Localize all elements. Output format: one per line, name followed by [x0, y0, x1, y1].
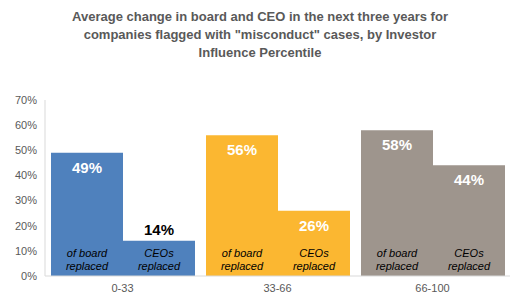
svg-text:of board: of board [377, 247, 418, 259]
svg-text:49%: 49% [72, 159, 102, 176]
html-text:Average change in board and CE: Average change in board and CEO in the n… [72, 9, 448, 60]
svg-text:of board: of board [67, 247, 108, 259]
svg-text:CEOs: CEOs [454, 247, 484, 259]
svg-text:10%: 10% [15, 245, 37, 257]
svg-text:replaced: replaced [66, 260, 109, 272]
svg-text:40%: 40% [15, 169, 37, 181]
svg-text:0%: 0% [21, 270, 37, 282]
svg-text:50%: 50% [15, 144, 37, 156]
svg-text:66-100: 66-100 [415, 282, 449, 294]
svg-text:26%: 26% [299, 217, 329, 234]
svg-text:30%: 30% [15, 194, 37, 206]
svg-text:CEOs: CEOs [299, 247, 329, 259]
svg-text:replaced: replaced [138, 260, 181, 272]
svg-text:CEOs: CEOs [144, 247, 174, 259]
svg-text:58%: 58% [382, 136, 412, 153]
svg-text:replaced: replaced [448, 260, 491, 272]
svg-text:20%: 20% [15, 220, 37, 232]
svg-text:replaced: replaced [376, 260, 419, 272]
svg-text:33-66: 33-66 [263, 282, 291, 294]
svg-text:of board: of board [222, 247, 263, 259]
svg-text:44%: 44% [454, 171, 484, 188]
svg-text:14%: 14% [144, 221, 174, 238]
svg-text:replaced: replaced [293, 260, 336, 272]
svg-text:56%: 56% [227, 141, 257, 158]
svg-text:60%: 60% [15, 119, 37, 131]
svg-text:70%: 70% [15, 94, 37, 106]
svg-text:0-33: 0-33 [111, 282, 133, 294]
svg-text:replaced: replaced [221, 260, 264, 272]
